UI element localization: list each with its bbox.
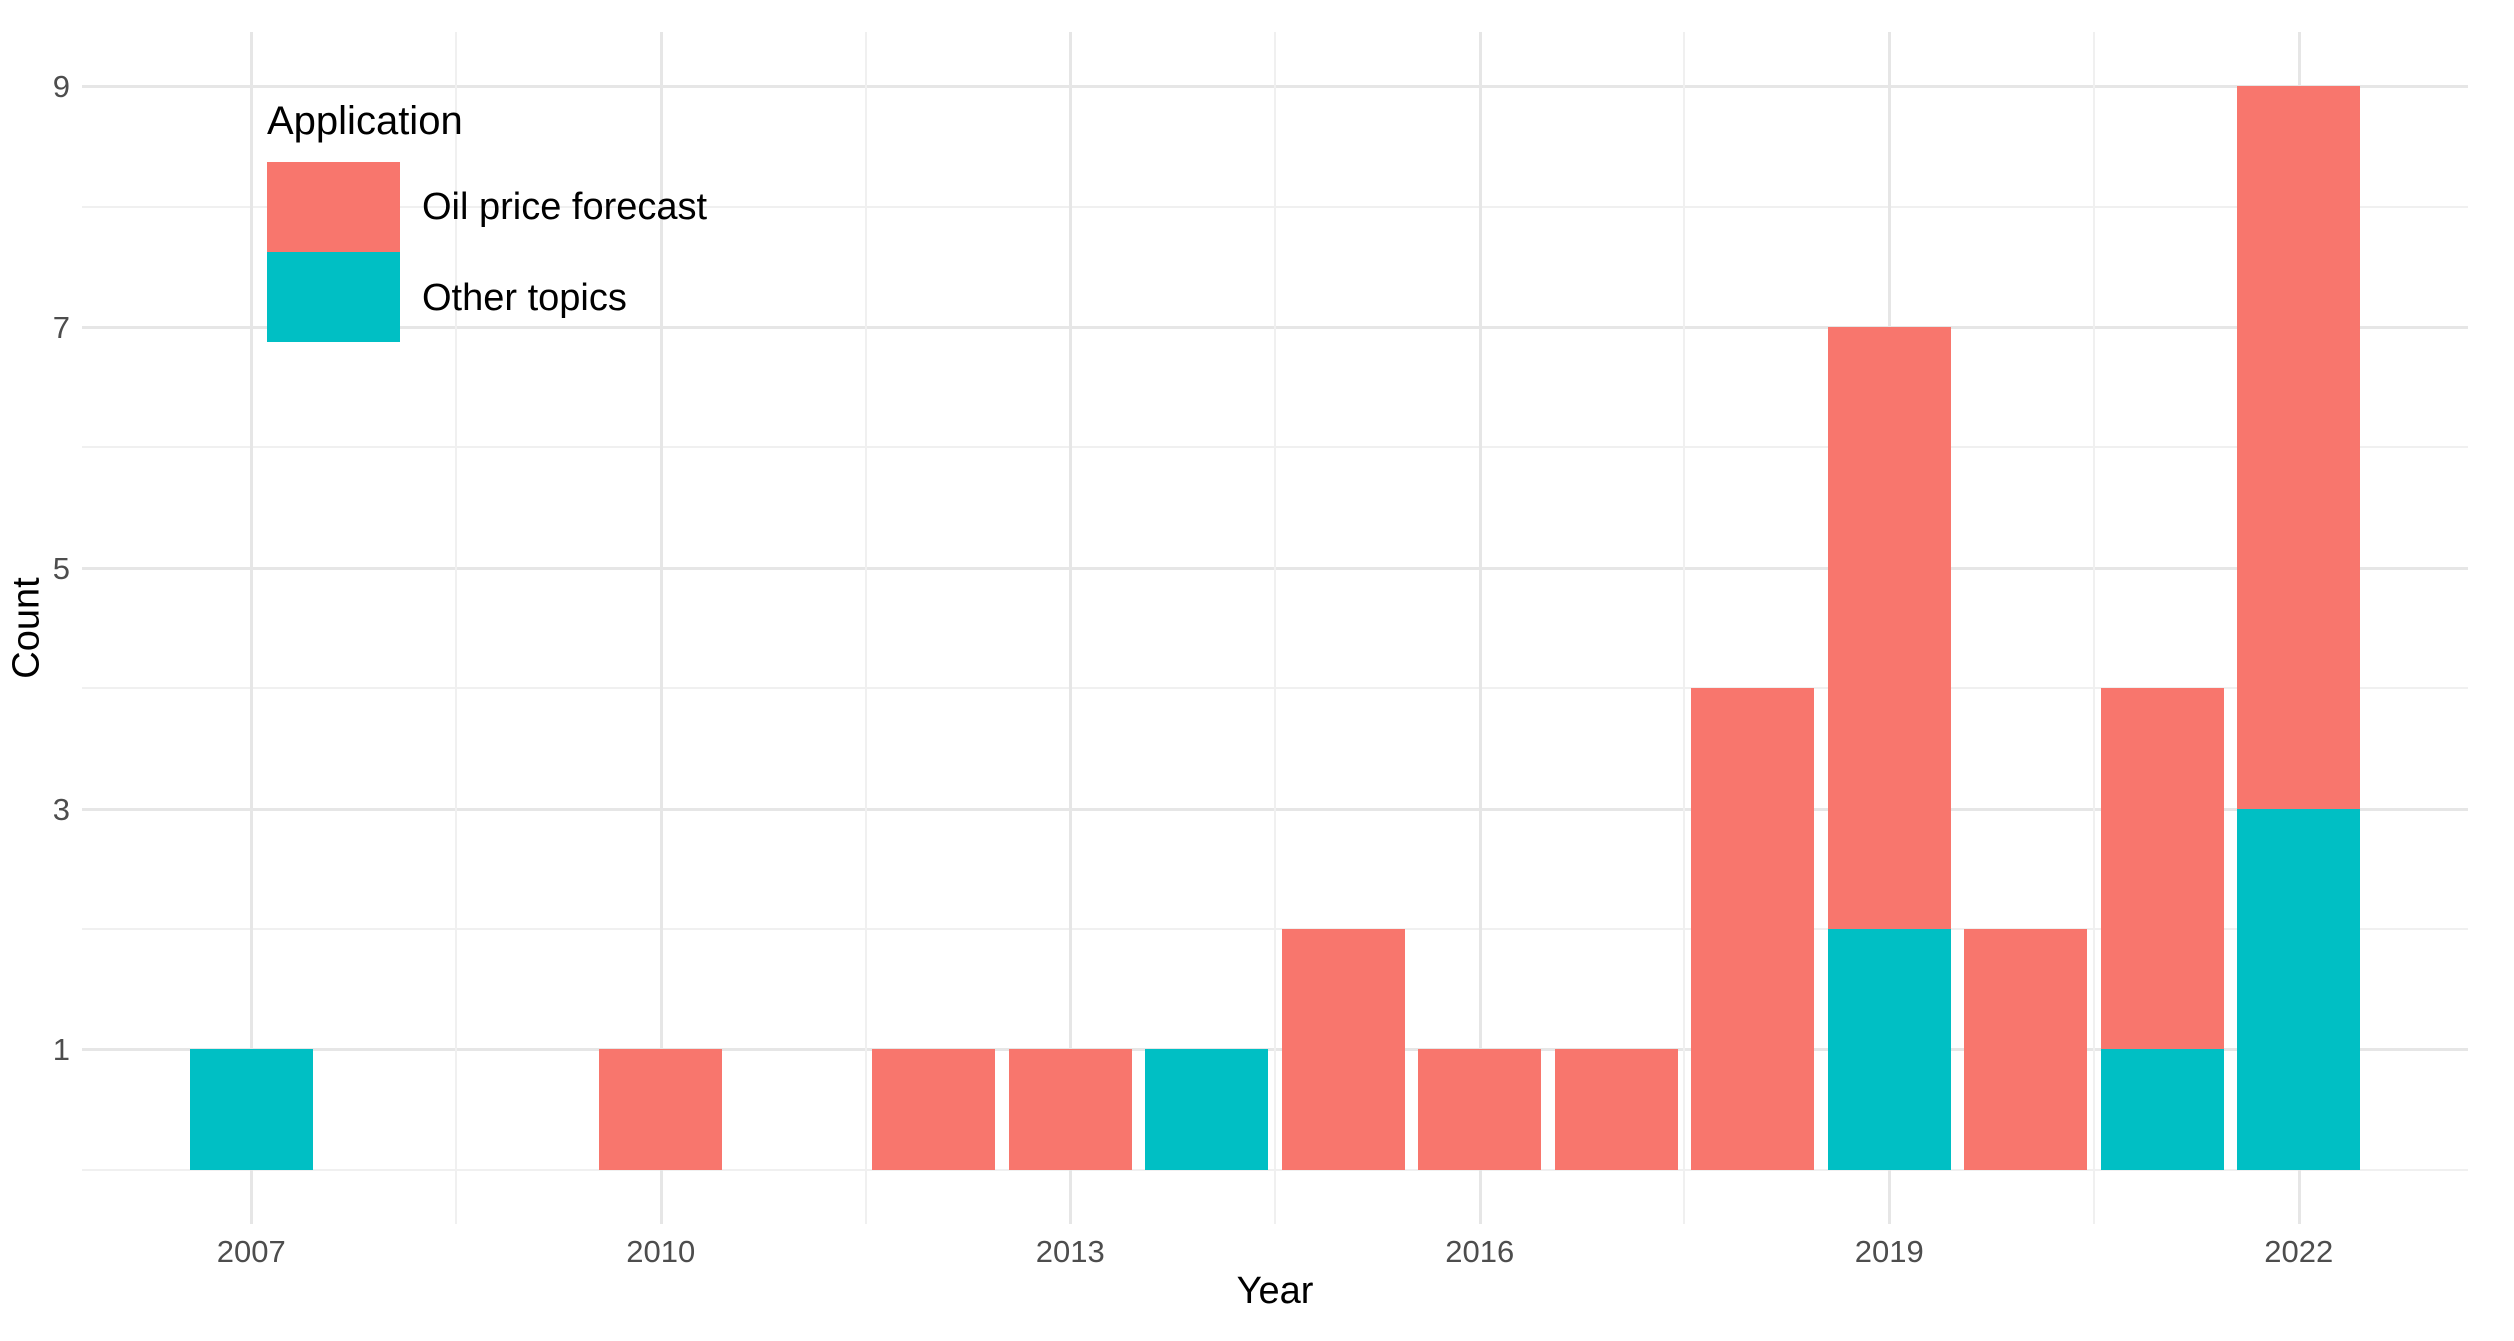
gridline-x-2010: [659, 32, 663, 1224]
legend-swatch-other-topics: [267, 252, 400, 342]
bar-segment-2012-oil-price-forecast: [872, 1049, 996, 1170]
gridline-x-2016: [1478, 32, 1482, 1224]
legend-swatch-oil-price-forecast: [267, 162, 400, 252]
y-axis-title: Count: [5, 577, 48, 679]
gridline-x-2020.5: [2092, 32, 2095, 1224]
legend-entry-label: Other topics: [422, 277, 627, 319]
bar-segment-2020-oil-price-forecast: [1964, 929, 2088, 1170]
x-tick-label-2016: 2016: [1445, 1234, 1515, 1269]
y-tick-label-3: 3: [52, 791, 70, 827]
bar-segment-2022-oil-price-forecast: [2237, 86, 2361, 809]
bar-segment-2017-oil-price-forecast: [1554, 1049, 1678, 1170]
bar-segment-2015-oil-price-forecast: [1281, 929, 1405, 1170]
legend-title: Application: [267, 99, 463, 143]
x-tick-label-2013: 2013: [1035, 1234, 1105, 1269]
x-tick-label-2010: 2010: [626, 1234, 696, 1269]
bar-segment-2021-other-topics: [2100, 1049, 2224, 1170]
bar-segment-2022-other-topics: [2237, 808, 2361, 1170]
legend: Application Oil price forecast Other top…: [267, 98, 907, 358]
bar-segment-2018-oil-price-forecast: [1691, 688, 1815, 1170]
gridline-x-2017.5: [1683, 32, 1686, 1224]
bar-segment-2016-oil-price-forecast: [1418, 1049, 1542, 1170]
x-tick-label-2019: 2019: [1854, 1234, 1924, 1269]
bar-segment-2010-oil-price-forecast: [599, 1049, 723, 1170]
y-tick-label-1: 1: [52, 1032, 70, 1068]
bar-segment-2014-other-topics: [1145, 1049, 1269, 1170]
bar-segment-2007-other-topics: [189, 1049, 313, 1170]
x-axis-title: Year: [1236, 1270, 1314, 1312]
bar-segment-2013-oil-price-forecast: [1008, 1049, 1132, 1170]
gridline-x-2011.5: [864, 32, 867, 1224]
x-tick-label-2007: 2007: [216, 1234, 286, 1269]
y-tick-label-9: 9: [52, 69, 70, 105]
x-tick-label-2022: 2022: [2264, 1234, 2334, 1269]
y-tick-label-7: 7: [52, 309, 70, 345]
plot-panel: Application Oil price forecast Other top…: [82, 32, 2468, 1224]
bar-segment-2019-other-topics: [1827, 929, 1951, 1170]
y-tick-label-5: 5: [52, 550, 70, 586]
gridline-x-2013: [1069, 32, 1073, 1224]
bar-segment-2019-oil-price-forecast: [1827, 326, 1951, 929]
gridline-x-2007: [250, 32, 254, 1224]
legend-entry-label: Oil price forecast: [422, 186, 708, 228]
bar-segment-2021-oil-price-forecast: [2100, 688, 2224, 1050]
gridline-x-2008.5: [455, 32, 457, 1224]
gridline-x-2014.5: [1274, 32, 1276, 1224]
